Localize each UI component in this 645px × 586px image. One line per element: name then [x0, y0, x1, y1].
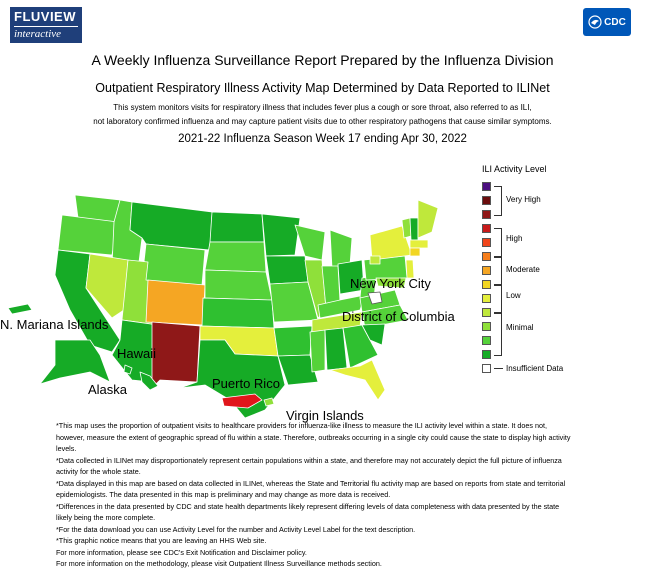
state-nevada[interactable] [85, 253, 129, 319]
state-north-carolina[interactable] [361, 304, 409, 329]
legend-title: ILI Activity Level [482, 164, 547, 174]
legend-label-moderate: Moderate [506, 265, 540, 274]
footnote: *Data displayed in this map are based on… [56, 478, 566, 500]
territory-alaska[interactable] [39, 339, 111, 385]
state-south-dakota[interactable] [204, 241, 267, 273]
label-virgin-islands: Virgin Islands [286, 408, 364, 423]
legend-swatch-2 [482, 336, 491, 345]
footnote: *This map uses the proportion of outpati… [56, 421, 571, 453]
state-georgia[interactable] [342, 324, 379, 369]
state-north-dakota[interactable] [209, 211, 265, 243]
label-dc: District of Columbia [342, 309, 455, 324]
legend-swatch-8 [482, 252, 491, 261]
footnote: *This graphic notice means that you are … [56, 536, 267, 545]
cdc-logo-text: CDC [604, 16, 626, 28]
state-new-jersey[interactable] [405, 259, 415, 279]
footnote: *Differences in the data presented by CD… [56, 501, 560, 523]
page-subtitle: Outpatient Respiratory Illness Activity … [95, 81, 550, 95]
state-nebraska[interactable] [204, 269, 273, 301]
label-puerto-rico: Puerto Rico [212, 376, 280, 391]
territory-nmi[interactable] [7, 303, 33, 315]
legend-label-very-high: Very High [506, 195, 541, 204]
season-line: 2021-22 Influenza Season Week 17 ending … [178, 133, 467, 145]
state-arkansas[interactable] [273, 325, 313, 357]
state-colorado[interactable] [145, 279, 206, 326]
legend-swatch-4 [482, 308, 491, 317]
legend-label-minimal: Minimal [506, 323, 534, 332]
legend-swatch-10 [482, 224, 491, 233]
state-massachusetts[interactable] [409, 239, 429, 249]
footnotes: *This map uses the proportion of outpati… [56, 420, 576, 570]
new-york-city-marker[interactable] [367, 291, 383, 305]
label-alaska: Alaska [88, 382, 128, 397]
legend-label-insufficient: Insufficient Data [506, 364, 564, 373]
cdc-logo[interactable]: CDC [583, 8, 631, 36]
legend-swatch-6 [482, 280, 491, 289]
state-oregon[interactable] [57, 214, 119, 256]
us-activity-map [7, 194, 439, 419]
state-florida[interactable] [329, 359, 386, 401]
legend-bracket-low [494, 284, 502, 314]
legend-swatch-insufficient [482, 364, 491, 373]
legend-swatch-13 [482, 182, 491, 191]
legend-bracket-very-high [494, 186, 502, 216]
state-mississippi[interactable] [309, 329, 326, 373]
legend-swatch-9 [482, 238, 491, 247]
footnote-link[interactable]: For more information on the methodology,… [56, 559, 382, 568]
description-line-2: not laboratory confirmed influenza and m… [93, 117, 552, 126]
legend-bracket-moderate [494, 256, 502, 286]
footnote: *For the data download you can use Activ… [56, 524, 416, 534]
state-new-mexico[interactable] [151, 321, 201, 389]
legend-swatch-12 [482, 196, 491, 205]
activity-legend: ILI Activity Level Very High High Modera… [482, 164, 642, 373]
legend-swatch-3 [482, 322, 491, 331]
legend-swatch-11 [482, 210, 491, 219]
state-south-carolina[interactable] [361, 323, 386, 346]
state-iowa[interactable] [265, 255, 309, 285]
legend-bracket-minimal [494, 312, 502, 356]
territory-hawaii[interactable] [123, 364, 159, 391]
state-wisconsin[interactable] [294, 224, 326, 261]
hhs-eagle-icon [588, 15, 602, 29]
state-maryland[interactable] [375, 277, 407, 289]
legend-bracket-high [494, 228, 502, 258]
description-line-1: This system monitors visits for respirat… [113, 103, 532, 112]
label-nmi: N. Mariana Islands [0, 317, 109, 332]
fluview-logo[interactable]: FLUVIEW interactive [10, 7, 82, 43]
fluview-logo-subtitle: interactive [14, 26, 78, 41]
legend-swatch-7 [482, 266, 491, 275]
state-maine[interactable] [417, 199, 439, 239]
state-connecticut[interactable] [409, 247, 421, 257]
state-louisiana[interactable] [277, 354, 319, 386]
footnote-link[interactable]: For more information, please see CDC's E… [56, 547, 307, 557]
label-nyc: New York City [350, 276, 431, 291]
state-new-hampshire[interactable] [409, 217, 419, 241]
fluview-logo-title: FLUVIEW [14, 9, 76, 24]
territory-puerto-rico[interactable] [221, 393, 263, 409]
legend-swatch-5 [482, 294, 491, 303]
state-minnesota[interactable] [261, 213, 301, 257]
dc-marker[interactable] [369, 255, 381, 265]
legend-label-low: Low [506, 291, 521, 300]
label-hawaii: Hawaii [117, 346, 157, 361]
legend-swatch-1 [482, 350, 491, 359]
state-vermont[interactable] [401, 217, 412, 239]
legend-dash [494, 368, 503, 369]
state-wyoming[interactable] [141, 243, 206, 286]
footnote: *Data collected in ILINet may disproport… [56, 455, 562, 477]
page-title: A Weekly Influenza Surveillance Report P… [91, 52, 554, 68]
state-montana[interactable] [129, 201, 213, 251]
legend-label-high: High [506, 234, 523, 243]
territory-virgin-islands[interactable] [263, 397, 275, 407]
state-kansas[interactable] [201, 297, 275, 329]
